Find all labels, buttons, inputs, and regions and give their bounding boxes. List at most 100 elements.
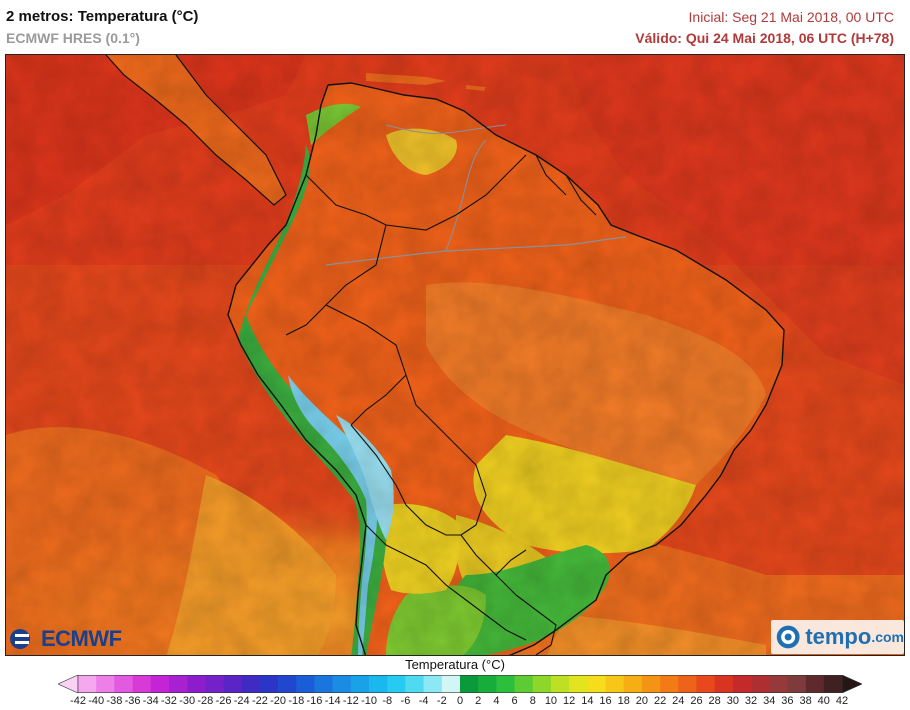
color-scale-swatch <box>660 675 679 693</box>
color-scale-ticks: -42 -40 -38 -36 -34 -32 -30 -28 -26 -24 -22 -20 -18-… <box>0 695 910 709</box>
color-scale-bar <box>58 675 862 693</box>
color-scale-tick-label: 20 <box>635 695 649 707</box>
color-scale-swatch <box>441 675 461 693</box>
color-scale-swatch <box>769 675 788 693</box>
color-scale-swatch <box>150 675 170 693</box>
color-scale-frame <box>77 675 843 693</box>
color-scale-swatch <box>423 675 443 693</box>
color-scale-swatch <box>587 675 606 693</box>
color-scale-tick-label: -28 <box>197 695 214 707</box>
color-scale-tick-label: 30 <box>726 695 739 707</box>
color-scale-swatch <box>496 675 515 693</box>
river-orinoco <box>385 124 507 134</box>
color-scale-swatch <box>569 675 588 693</box>
color-scale-tick-label: 42 <box>835 695 849 707</box>
field-texture <box>6 55 904 655</box>
color-scale-swatch <box>805 675 825 693</box>
color-scale-tick-label: -14 <box>324 695 341 707</box>
color-scale-tick-label: 32 <box>744 695 758 707</box>
color-scale-swatch <box>78 675 97 693</box>
color-scale-swatch <box>623 675 643 693</box>
color-scale-swatch <box>532 675 552 693</box>
color-scale-tick-label: -6 <box>400 695 411 707</box>
color-scale-tick-label: -10 <box>361 695 377 707</box>
color-scale-tick-label: -36 <box>124 695 141 707</box>
tempo-logo-icon <box>776 625 800 649</box>
color-scale-tick-label: -24 <box>233 695 250 707</box>
color-scale-swatch <box>823 675 843 693</box>
color-scale-swatch <box>641 675 661 693</box>
color-scale-swatch <box>550 675 570 693</box>
color-scale-tick-label: 34 <box>763 695 776 707</box>
color-scale-tick-label: -20 <box>270 695 287 707</box>
color-scale-swatch <box>205 675 224 693</box>
central-america-coast <box>105 55 287 206</box>
color-scale-tick-label: -32 <box>160 695 177 707</box>
color-scale-tick-label: 36 <box>781 695 794 707</box>
color-scale-tick-label: -38 <box>106 695 123 707</box>
color-scale-arrow-high <box>841 675 862 693</box>
color-scale-tick-label: 24 <box>672 695 685 707</box>
color-scale-tick-label: 22 <box>653 695 667 707</box>
color-scale-tick-label: 38 <box>799 695 812 707</box>
color-scale-swatch <box>714 675 734 693</box>
tempo-logo-text: tempo <box>805 624 872 649</box>
borders-national <box>285 154 597 655</box>
map-svg <box>6 55 904 655</box>
color-scale-tick-label: -16 <box>306 695 323 707</box>
color-scale-tick-label: 40 <box>817 695 830 707</box>
color-scale-swatch <box>405 675 424 693</box>
color-scale-tick-label: -4 <box>418 695 429 707</box>
color-scale-swatch <box>387 675 406 693</box>
river-amazon <box>325 236 627 266</box>
color-scale-tick-label: 4 <box>493 695 500 707</box>
tempo-logo: tempo .com <box>771 620 904 654</box>
color-scale-swatch <box>296 675 315 693</box>
valid-time: Válido: Qui 24 Mai 2018, 06 UTC (H+78) <box>635 30 894 46</box>
color-scale-swatch <box>696 675 715 693</box>
color-scale-tick-label: -22 <box>251 695 268 707</box>
color-scale-swatch <box>278 675 297 693</box>
color-scale-tick-label: -30 <box>179 695 196 707</box>
model-label: ECMWF HRES (0.1°) <box>6 30 140 46</box>
color-scale-tick-label: 18 <box>617 695 630 707</box>
color-scale-swatch <box>332 675 352 693</box>
river-negro <box>445 139 487 252</box>
color-scale-tick-label: 28 <box>708 695 721 707</box>
color-scale-tick-label: 26 <box>690 695 703 707</box>
tempo-logo-domain: .com <box>871 629 904 645</box>
color-scale-swatch <box>514 675 534 693</box>
color-scale-swatch <box>369 675 388 693</box>
color-scale-swatch <box>132 675 152 693</box>
color-scale-swatch <box>478 675 497 693</box>
color-scale-tick-label: 12 <box>563 695 576 707</box>
color-scale-tick-label: -34 <box>142 695 159 707</box>
color-scale-tick-label: -8 <box>382 695 393 707</box>
color-scale-tick-label: -26 <box>215 695 232 707</box>
color-scale-tick-label: -12 <box>342 695 359 707</box>
color-scale-tick-label: -40 <box>88 695 105 707</box>
color-scale-tick-label: 16 <box>599 695 612 707</box>
color-scale-tick-label: -2 <box>436 695 447 707</box>
color-scale-swatch <box>751 675 770 693</box>
color-scale-swatch <box>732 675 752 693</box>
color-scale-swatch <box>605 675 625 693</box>
color-scale-swatch <box>314 675 333 693</box>
color-scale-tick-label: 2 <box>475 695 482 707</box>
header-left: 2 metros: Temperatura (°C) ECMWF HRES (0… <box>6 8 198 47</box>
color-scale-arrow-low <box>58 675 79 693</box>
ecmwf-logo-text: ECMWF <box>41 626 122 651</box>
color-scale-swatch <box>223 675 243 693</box>
color-scale-swatch <box>787 675 806 693</box>
color-scale-tick-label: -18 <box>288 695 305 707</box>
color-scale-tick-label: 14 <box>581 695 594 707</box>
color-scale-tick-label: 8 <box>529 695 536 707</box>
color-scale-swatch <box>678 675 697 693</box>
color-scale-tick-label: 0 <box>456 695 464 707</box>
color-scale-tick-label: 10 <box>544 695 558 707</box>
header-right: Inicial: Seg 21 Mai 2018, 00 UTC Válido:… <box>635 8 894 47</box>
temperature-map: ECMWF tempo .com <box>5 54 905 656</box>
color-scale-swatch <box>96 675 115 693</box>
continent-coastline <box>227 82 785 655</box>
